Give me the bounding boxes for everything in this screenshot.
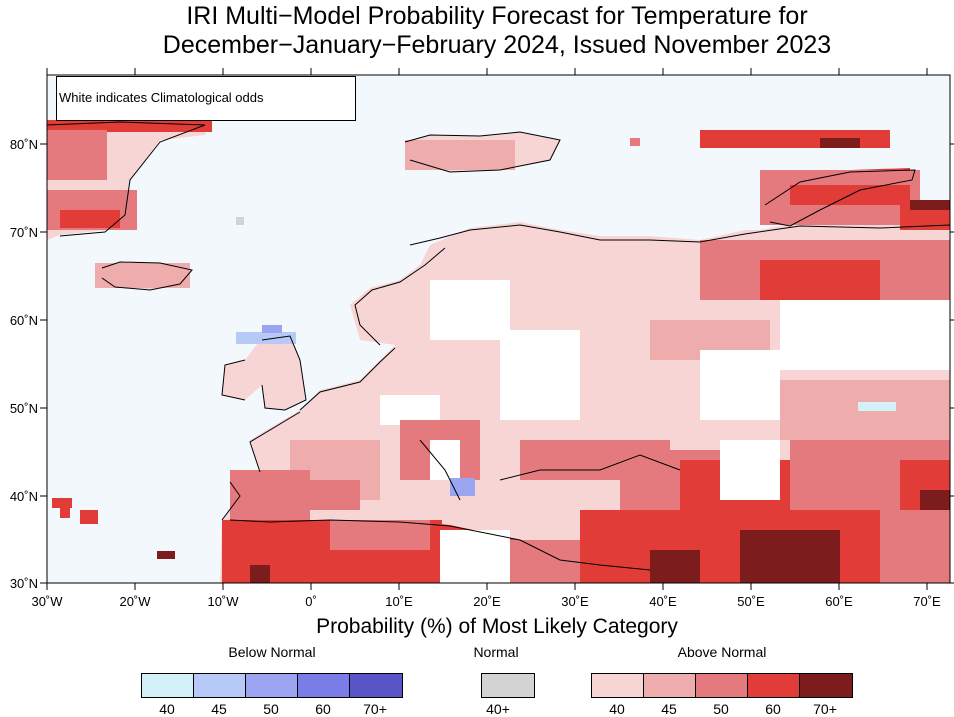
lat-label: 40˚N <box>10 489 38 504</box>
lon-label: 40˚E <box>649 594 677 609</box>
below-normal-swatches <box>141 673 403 698</box>
map-frame <box>46 74 951 584</box>
lon-label: 20˚E <box>473 594 501 609</box>
lon-label: 50˚E <box>737 594 765 609</box>
above-normal-swatches <box>591 673 853 698</box>
lon-label: 0˚ <box>305 594 317 609</box>
lat-label: 70˚N <box>10 225 38 240</box>
below-swatch <box>194 674 246 697</box>
above-swatch <box>748 674 800 697</box>
normal-swatches <box>481 673 535 698</box>
map-title-line2: December−January−February 2024, Issued N… <box>162 31 832 59</box>
below-tick-label: 40 <box>159 701 175 717</box>
below-swatch <box>246 674 298 697</box>
lon-label: 30˚W <box>31 594 63 609</box>
normal-label: Normal <box>473 644 519 660</box>
below-tick-label: 70+ <box>363 701 387 717</box>
british-isles-land <box>222 335 305 410</box>
climatological-odds-note: White indicates Climatological odds <box>56 76 356 121</box>
below-tick-label: 50 <box>263 701 279 717</box>
lat-label: 60˚N <box>10 313 38 328</box>
lat-label: 30˚N <box>10 576 38 591</box>
normal-swatch <box>482 674 534 697</box>
below-tick-label: 45 <box>211 701 227 717</box>
above-tick-label: 50 <box>713 701 729 717</box>
lon-label: 70˚E <box>913 594 941 609</box>
lon-label: 10˚E <box>385 594 413 609</box>
above-swatch <box>800 674 852 697</box>
latitude-axis: 80˚N 70˚N 60˚N 50˚N 40˚N 30˚N <box>10 137 954 591</box>
above-tick-label: 45 <box>661 701 677 717</box>
above-tick-label: 40 <box>609 701 625 717</box>
lon-label: 10˚W <box>207 594 239 609</box>
below-tick-label: 60 <box>315 701 331 717</box>
lon-label: 60˚E <box>825 594 853 609</box>
above-tick-label: 60 <box>765 701 781 717</box>
legend-title: Probability (%) of Most Likely Category <box>316 615 678 638</box>
lon-label: 30˚E <box>561 594 589 609</box>
coastlines <box>47 121 950 571</box>
above-swatch <box>696 674 748 697</box>
normal-tick-label: 40+ <box>486 701 510 717</box>
map-title-line1: IRI Multi−Model Probability Forecast for… <box>186 2 808 30</box>
below-swatch <box>142 674 194 697</box>
above-normal-label: Above Normal <box>677 644 767 660</box>
lat-label: 80˚N <box>10 137 38 152</box>
longitude-axis: 30˚W 20˚W 10˚W 0˚ 10˚E 20˚E 30˚E 40˚E 50˚E 60˚E 70… <box>31 68 941 609</box>
above-swatch <box>644 674 696 697</box>
probability-blocks <box>47 120 950 583</box>
below-swatch <box>350 674 402 697</box>
lat-label: 50˚N <box>10 401 38 416</box>
below-swatch <box>298 674 350 697</box>
below-normal-label: Below Normal <box>228 644 316 660</box>
above-swatch <box>592 674 644 697</box>
above-tick-label: 70+ <box>813 701 837 717</box>
lon-label: 20˚W <box>119 594 151 609</box>
